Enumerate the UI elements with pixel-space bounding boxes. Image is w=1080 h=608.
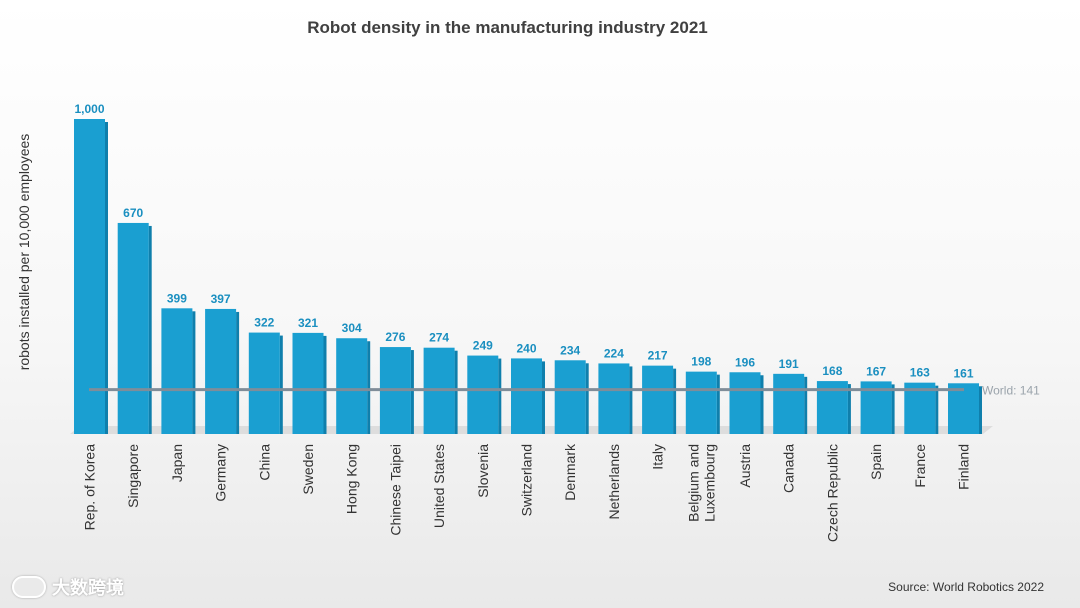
- bar-side: [192, 311, 196, 434]
- bar: [554, 360, 586, 434]
- bar-side: [105, 122, 108, 434]
- bar-side: [979, 386, 982, 434]
- category-label: Canada: [781, 444, 797, 493]
- bar-side: [935, 385, 939, 434]
- bar-side: [279, 335, 283, 434]
- data-label: 198: [691, 355, 711, 369]
- category-label: Italy: [650, 444, 666, 470]
- data-label: 321: [298, 316, 318, 330]
- bar-side: [585, 363, 589, 434]
- data-label: 196: [735, 355, 755, 369]
- category-label: Slovenia: [475, 444, 491, 498]
- category-label: Luxembourg: [701, 444, 717, 522]
- data-label: 1,000: [74, 102, 104, 116]
- data-label: 167: [866, 364, 886, 378]
- watermark: 大数跨境: [12, 574, 124, 600]
- bar-side: [454, 350, 458, 434]
- category-label: Belgium and: [685, 444, 701, 522]
- category-label: Rep. of Korea: [82, 444, 98, 531]
- category-label: Finland: [956, 444, 972, 490]
- bar: [511, 358, 542, 434]
- y-axis-label: robots installed per 10,000 employees: [16, 134, 32, 371]
- category-label: Spain: [868, 444, 884, 480]
- category-label: France: [912, 444, 928, 488]
- chart-title: Robot density in the manufacturing indus…: [307, 18, 708, 37]
- category-label: Chinese Taipei: [387, 444, 403, 536]
- data-label: 304: [342, 321, 362, 335]
- bar: [161, 308, 193, 434]
- category-label: United States: [431, 444, 447, 528]
- category-label: China: [256, 444, 272, 481]
- category-label: Singapore: [125, 444, 141, 508]
- source-note: Source: World Robotics 2022: [888, 580, 1044, 594]
- bar-side: [542, 361, 545, 434]
- bar: [904, 382, 936, 434]
- bar-side: [716, 374, 720, 434]
- watermark-text: 大数跨境: [52, 578, 124, 598]
- data-label: 234: [560, 343, 580, 357]
- data-label: 670: [123, 206, 143, 220]
- bar: [117, 222, 149, 434]
- data-label: 322: [254, 316, 274, 330]
- category-label: Czech Republic: [824, 444, 840, 542]
- bar-side: [323, 335, 327, 434]
- data-label: 397: [211, 292, 231, 306]
- logo-icon: [12, 576, 46, 598]
- data-label: 163: [910, 366, 930, 380]
- data-label: 274: [429, 331, 449, 345]
- category-label: Germany: [213, 444, 229, 502]
- data-label: 191: [779, 357, 799, 371]
- bar: [773, 373, 805, 434]
- bar: [598, 363, 630, 434]
- bar: [467, 355, 499, 434]
- bar-side: [891, 384, 895, 434]
- bar-side: [804, 376, 808, 434]
- bar: [292, 332, 324, 434]
- bar-side: [236, 311, 240, 434]
- bar-side: [498, 358, 502, 434]
- bar: [248, 332, 280, 434]
- category-label: Sweden: [300, 444, 316, 495]
- bar: [336, 338, 368, 434]
- bar-side: [847, 384, 851, 434]
- bar-side: [410, 350, 414, 434]
- category-label: Netherlands: [606, 444, 622, 520]
- bar-side: [367, 341, 371, 434]
- bar: [729, 372, 761, 434]
- category-label: Japan: [169, 444, 185, 482]
- data-label: 249: [473, 339, 493, 353]
- bar-side: [760, 375, 764, 434]
- category-label: Denmark: [562, 443, 578, 501]
- bar: [642, 365, 674, 434]
- category-label: Austria: [737, 444, 753, 488]
- data-label: 217: [648, 349, 668, 363]
- bar: [948, 383, 979, 434]
- data-label: 161: [953, 366, 973, 380]
- data-label: 224: [604, 346, 624, 360]
- bar: [685, 371, 717, 434]
- data-label: 399: [167, 291, 187, 305]
- bar-side: [673, 368, 677, 434]
- bar-side: [148, 225, 152, 434]
- data-label: 168: [822, 364, 842, 378]
- world-average-label: World: 141: [982, 384, 1040, 398]
- data-label: 240: [516, 341, 536, 355]
- data-label: 276: [385, 330, 405, 344]
- category-label: Switzerland: [519, 444, 535, 516]
- category-label: Hong Kong: [344, 444, 360, 514]
- bar-side: [629, 366, 633, 434]
- bar: [205, 308, 237, 434]
- bar: [74, 119, 105, 434]
